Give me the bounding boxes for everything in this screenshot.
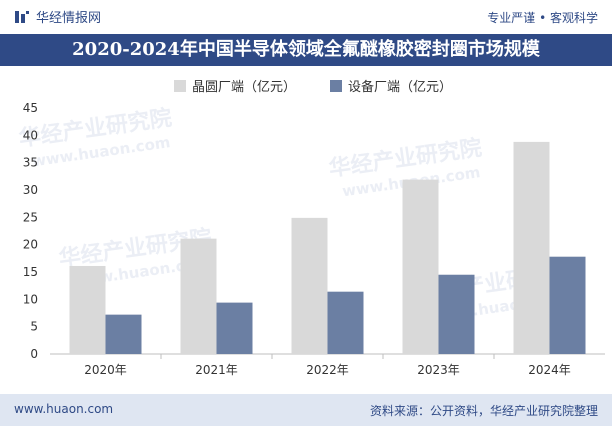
- legend-item-series1: 晶圆厂端（亿元）: [174, 76, 296, 95]
- footer-website: www.huaon.com: [14, 402, 114, 416]
- top-bar: 华经情报网 专业严谨 • 客观科学: [0, 0, 612, 34]
- x-tick-label: 2021年: [195, 363, 238, 377]
- legend: 晶圆厂端（亿元） 设备厂端（亿元）: [174, 76, 486, 95]
- footer-source: 资料来源：公开资料，华经产业研究院整理: [369, 404, 598, 418]
- y-tick-label: 40: [23, 128, 38, 142]
- y-tick-label: 0: [30, 347, 38, 361]
- y-tick-label: 10: [23, 292, 38, 306]
- brand: 华经情报网: [14, 7, 101, 26]
- chart-area: 华经产业研究院www.huaon.com华经产业研究院www.huaon.com…: [0, 66, 612, 394]
- brand-logo-icon: [15, 10, 29, 23]
- bar-chart: 华经产业研究院www.huaon.com华经产业研究院www.huaon.com…: [17, 101, 605, 377]
- y-tick-label: 35: [23, 156, 38, 170]
- footer: www.huaon.com 资料来源：公开资料，华经产业研究院整理: [0, 394, 612, 426]
- bar-wafer-fab: [513, 141, 550, 354]
- y-tick-label: 25: [23, 210, 38, 224]
- y-tick-label: 45: [23, 101, 38, 115]
- legend-swatch-series1: [174, 79, 186, 92]
- y-tick-label: 30: [23, 183, 38, 197]
- y-tick-label: 20: [23, 238, 38, 252]
- bar-equipment: [105, 314, 142, 354]
- bar-wafer-fab: [291, 217, 328, 354]
- bar-equipment: [438, 274, 475, 354]
- bar-equipment: [327, 291, 364, 354]
- legend-label-series1: 晶圆厂端（亿元）: [192, 80, 297, 95]
- bar-equipment: [549, 256, 586, 354]
- x-tick-label: 2023年: [417, 363, 460, 377]
- y-tick-label: 5: [30, 320, 38, 334]
- x-tick-label: 2022年: [306, 363, 349, 377]
- bar-equipment: [216, 302, 253, 354]
- x-tick-label: 2024年: [528, 363, 571, 377]
- bar-wafer-fab: [402, 179, 439, 354]
- bar-wafer-fab: [180, 238, 217, 354]
- brand-name: 华经情报网: [36, 11, 102, 26]
- y-tick-label: 15: [23, 265, 38, 279]
- x-tick-label: 2020年: [84, 363, 127, 377]
- legend-swatch-series2: [330, 79, 343, 92]
- tagline: 专业严谨 • 客观科学: [487, 11, 598, 25]
- bar-wafer-fab: [69, 265, 106, 354]
- bars: [69, 141, 586, 354]
- chart-title: 2020-2024年中国半导体领域全氟醚橡胶密封圈市场规模: [0, 34, 612, 66]
- legend-label-series2: 设备厂端（亿元）: [348, 80, 453, 95]
- legend-item-series2: 设备厂端（亿元）: [330, 76, 452, 95]
- x-axis: 2020年 2021年 2022年 2023年 2024年: [84, 363, 571, 377]
